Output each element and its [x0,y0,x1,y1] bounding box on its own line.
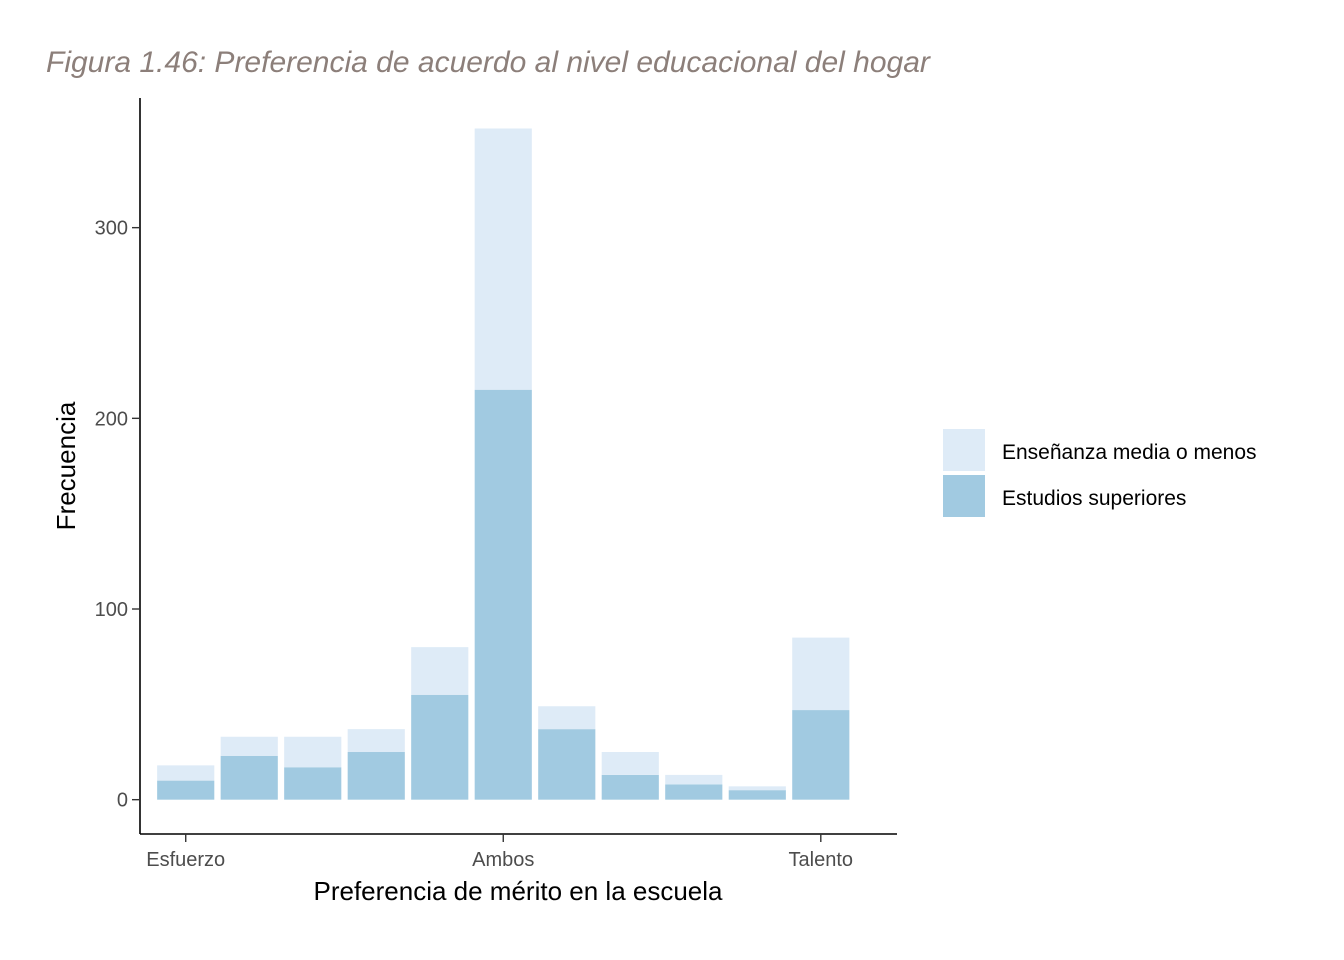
bar-estudios-superiores-1 [220,755,278,800]
legend-label-estudios-superiores: Estudios superiores [1002,487,1186,510]
bar-estudios-superiores-3 [347,752,405,800]
bar-estudios-superiores-8 [665,784,723,800]
legend: Enseñanza media o menos Estudios superio… [943,429,1257,517]
bars-group [157,128,850,800]
bar-ensenanza-media-8 [665,774,723,785]
y-axis-title: Frecuencia [51,401,81,530]
y-tick-label-100: 100 [95,599,128,621]
x-tick-label-esfuerzo: Esfuerzo [146,849,225,871]
legend-label-ensenanza-media: Enseñanza media o menos [1002,441,1257,464]
bar-estudios-superiores-7 [601,774,659,800]
bar-estudios-superiores-9 [728,790,786,800]
x-tick-label-talento: Talento [789,849,854,871]
bar-estudios-superiores-0 [157,780,215,800]
bar-ensenanza-media-2 [284,736,342,768]
bar-ensenanza-media-10 [792,637,850,711]
bar-estudios-superiores-5 [474,389,532,800]
legend-key-ensenanza-media [943,429,985,471]
bar-estudios-superiores-6 [538,729,596,800]
x-tick-label-ambos: Ambos [472,849,534,871]
bar-ensenanza-media-3 [347,729,405,753]
bar-ensenanza-media-6 [538,706,596,730]
x-axis-title: Preferencia de mérito en la escuela [313,876,723,906]
bar-ensenanza-media-0 [157,765,215,781]
y-tick-label-300: 300 [95,218,128,240]
figure-caption: Figura 1.46: Preferencia de acuerdo al n… [46,46,930,79]
legend-key-estudios-superiores [943,475,985,517]
y-axis-ticks: 0 100 200 300 [95,218,140,812]
bar-ensenanza-media-4 [411,647,469,695]
bar-ensenanza-media-5 [474,128,532,390]
bar-estudios-superiores-10 [792,710,850,800]
y-tick-label-0: 0 [117,790,128,812]
bar-ensenanza-media-9 [728,786,786,791]
x-axis-ticks: Esfuerzo Ambos Talento [146,834,853,871]
bar-ensenanza-media-7 [601,752,659,775]
y-tick-label-200: 200 [95,408,128,430]
bar-estudios-superiores-4 [411,694,469,800]
bar-ensenanza-media-1 [220,736,278,756]
bar-estudios-superiores-2 [284,767,342,800]
